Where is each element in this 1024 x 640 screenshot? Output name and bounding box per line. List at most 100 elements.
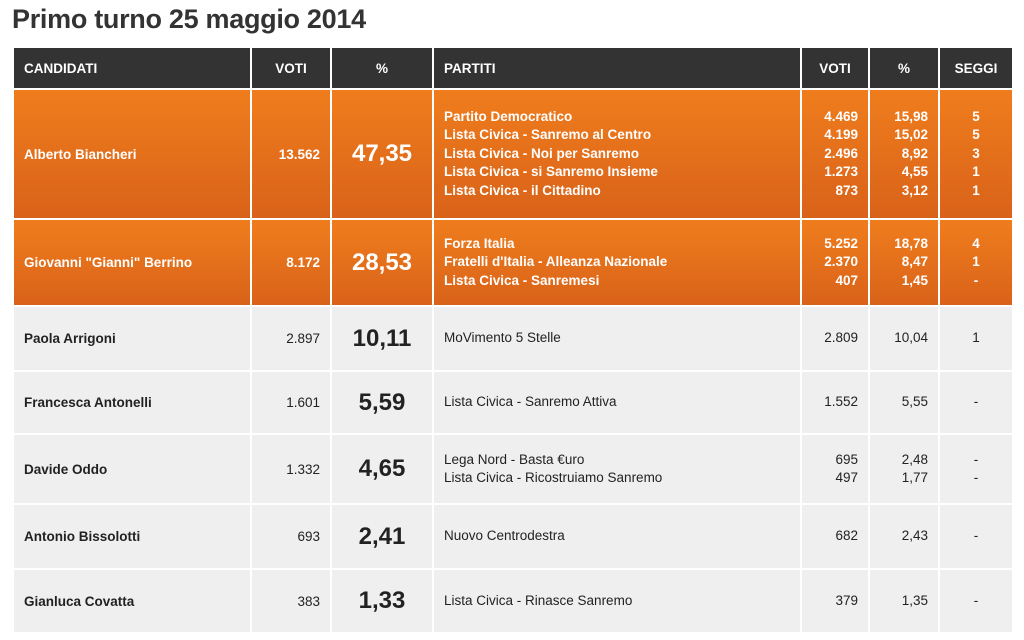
party-name: Lista Civica - Rinasce Sanremo [444,592,633,608]
party-name: Fratelli d'Italia - Alleanza Nazionale [444,254,668,270]
party-seats: 1 [972,254,980,270]
header: VOTI [250,48,332,90]
party-seats: 3 [972,145,980,161]
party-pct: 10,04 [894,330,928,346]
percent: 10,11 [330,305,434,372]
party-votes: 695 [835,451,858,467]
party-seats: 1 [972,164,980,180]
party-name: Partito Democratico [444,108,573,124]
party-pct: 1,77 [901,470,928,485]
percent: 4,65 [330,433,434,505]
header: SEGGI [938,48,1014,90]
percent: 1,33 [330,568,434,634]
percent: 5,59 [330,370,434,435]
percent: 28,53 [330,218,434,307]
party-pct-cell: 10,04 [868,305,940,372]
party-seats: - [973,394,979,410]
party-votes: 407 [835,272,858,288]
party-seats: 1 [972,182,980,198]
party-pct-cell: 18,78 8,47 1,45 [868,218,940,307]
party-pct: 1,35 [901,592,928,608]
party-seats-cell: - [938,568,1014,634]
party-votes: 1.273 [824,164,858,180]
party-votes-cell: 1.552 [800,370,870,435]
party-name-cell: Nuovo Centrodestra [432,503,802,570]
votes: 693 [250,503,332,570]
party-pct-cell: 5,55 [868,370,940,435]
party-seats-cell: - [938,503,1014,570]
party-votes: 682 [835,528,858,544]
party-name-cell: Lista Civica - Rinasce Sanremo [432,568,802,634]
party-name: Lista Civica - Sanremesi [444,272,600,288]
party-name: Lista Civica - Noi per Sanremo [444,145,640,161]
party-pct-cell: 2,48 1,77 [868,433,940,505]
party-seats: 1 [972,330,980,346]
votes: 383 [250,568,332,634]
party-pct-cell: 1,35 [868,568,940,634]
party-votes-cell: 379 [800,568,870,634]
row: Giovanni "Gianni" Berrino 8.172 28,53 Forza… [12,218,1014,307]
party-votes: 873 [835,182,858,198]
party-seats: 5 [972,108,980,124]
party-name: Lista Civica - Ricostruiamo Sanremo [444,470,663,485]
row: Antonio Bissolotti 693 2,41 Nuovo Centrodes… [12,503,1014,570]
header: % [868,48,940,90]
party-seats-cell: -- [938,433,1014,505]
percent: 47,35 [330,88,434,220]
party-name: MoVimento 5 Stelle [444,330,561,346]
party-votes-cell: 4.469 4.199 2.496 1.273 873 [800,88,870,220]
candidate: Paola Arrigoni [12,305,252,372]
row: Gianluca Covatta 383 1,33 Lista Civica - Ri… [12,568,1014,634]
party-pct: 8,47 [901,254,928,270]
party-pct: 5,55 [901,394,928,410]
header: % [330,48,434,90]
party-pct: 2,43 [901,528,928,544]
party-name: Lega Nord - Basta €uro [444,451,585,467]
party-votes: 1.552 [824,394,858,410]
votes: 1.601 [250,370,332,435]
party-seats-cell: 5 5 3 1 1 [938,88,1014,220]
party-seats: - [973,592,979,608]
party-name-cell: Lista Civica - Sanremo Attiva [432,370,802,435]
party-name: Lista Civica - il Cittadino [444,182,601,198]
party-seats: 4 [972,235,980,251]
party-seats: - [973,528,979,544]
party-votes: 2.370 [824,254,858,270]
header-row: CANDIDATI VOTI % PARTITI VOTI % SEGGI [12,48,1014,90]
party-seats: - [973,470,979,485]
row: Paola Arrigoni 2.897 10,11 MoVimento 5 Stel… [12,305,1014,372]
results-table: CANDIDATI VOTI % PARTITI VOTI % SEGGI Al… [12,48,1014,634]
candidate: Antonio Bissolotti [12,503,252,570]
party-seats: - [973,451,979,467]
party-pct: 18,78 [894,235,928,251]
party-name: Lista Civica - si Sanremo Insieme [444,164,658,180]
candidate: Alberto Biancheri [12,88,252,220]
party-pct: 15,98 [894,108,928,124]
party-votes: 497 [835,470,858,485]
party-seats: - [973,272,979,288]
votes: 1.332 [250,433,332,505]
party-seats-cell: 1 [938,305,1014,372]
votes: 13.562 [250,88,332,220]
votes: 2.897 [250,305,332,372]
party-name: Lista Civica - Sanremo Attiva [444,394,617,410]
candidate: Giovanni "Gianni" Berrino [12,218,252,307]
party-seats-cell: 4 1 - [938,218,1014,307]
party-votes: 379 [835,592,858,608]
party-pct: 2,48 [901,451,928,467]
header: CANDIDATI [12,48,252,90]
party-pct: 1,45 [901,272,928,288]
party-votes: 4.199 [824,127,858,143]
party-pct: 15,02 [894,127,928,143]
party-name-cell: Partito Democratico Lista Civica - Sanrem… [432,88,802,220]
candidate: Francesca Antonelli [12,370,252,435]
header: PARTITI [432,48,802,90]
party-name-cell: Lega Nord - Basta €uro Lista Civica - Ric… [432,433,802,505]
party-name-cell: Forza Italia Fratelli d'Italia - Alleanza… [432,218,802,307]
party-seats-cell: - [938,370,1014,435]
row: Davide Oddo 1.332 4,65 Lega Nord - Basta €u… [12,433,1014,505]
header: VOTI [800,48,870,90]
title: Primo turno 25 maggio 2014 [12,4,366,34]
party-votes-cell: 695 497 [800,433,870,505]
